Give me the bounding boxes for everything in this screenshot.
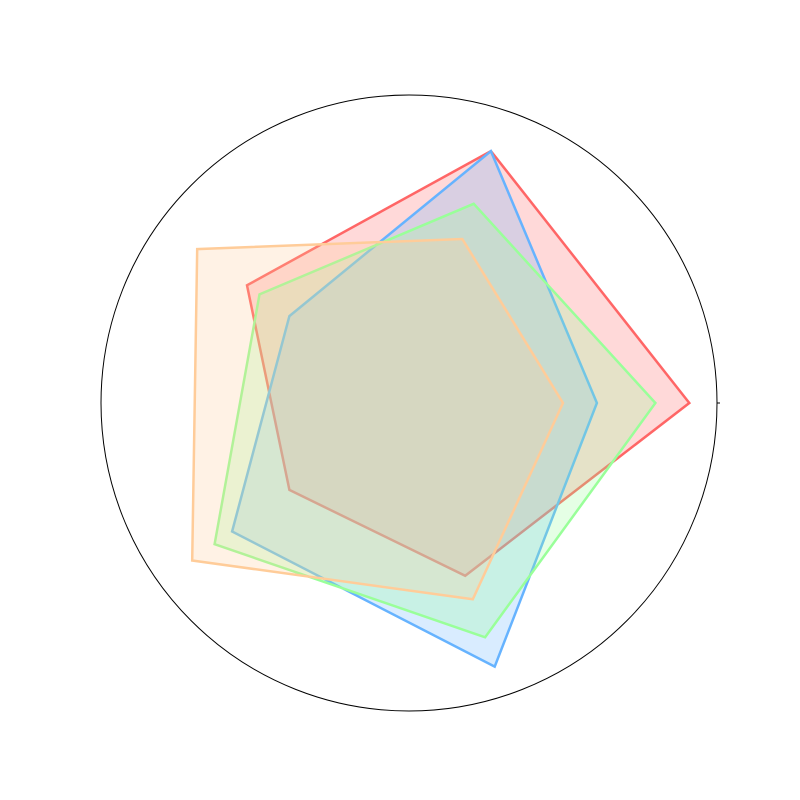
radar-series-2 [230,149,599,669]
radar-series-3 [213,202,658,639]
radar-frame [100,94,720,712]
radar-series-1 [245,149,692,578]
radar-series-4 [190,237,565,601]
radar-series-group [190,149,692,669]
